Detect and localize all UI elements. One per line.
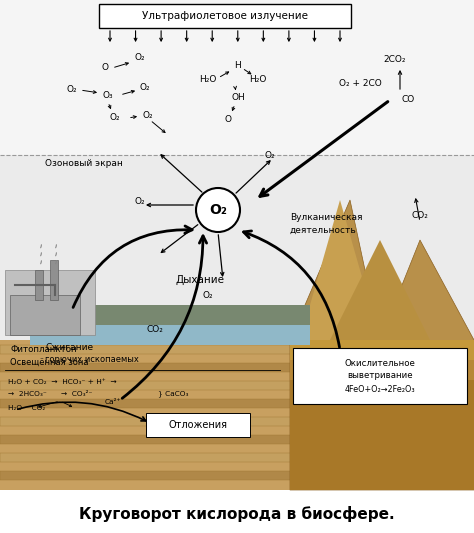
Text: } CaCO₃: } CaCO₃ (158, 391, 189, 398)
Text: O₂: O₂ (135, 53, 146, 62)
Text: H₂O    CO₂: H₂O CO₂ (8, 405, 45, 411)
Text: H₂O + CO₂  →  HCO₃⁻ + H⁺  →: H₂O + CO₂ → HCO₃⁻ + H⁺ → (8, 379, 117, 385)
Text: H: H (235, 61, 241, 69)
Text: O: O (225, 116, 231, 125)
Text: O₂: O₂ (143, 110, 153, 119)
Polygon shape (290, 340, 474, 490)
Circle shape (196, 188, 240, 232)
Text: Отложения: Отложения (168, 420, 228, 430)
Polygon shape (35, 270, 43, 300)
Text: Ультрафиолетовое излучение: Ультрафиолетовое излучение (142, 11, 308, 21)
Text: O₂: O₂ (264, 150, 275, 159)
Polygon shape (290, 380, 474, 490)
Text: Фитопланктон: Фитопланктон (10, 345, 77, 354)
Text: O₃: O₃ (103, 91, 113, 100)
Text: O: O (101, 63, 109, 72)
Text: H₂O: H₂O (249, 76, 267, 85)
Text: 2CO₂: 2CO₂ (384, 55, 406, 64)
Text: O₂: O₂ (109, 114, 120, 123)
Text: OH: OH (231, 93, 245, 102)
Text: Ca²⁺: Ca²⁺ (105, 399, 121, 405)
Text: Освещённая зона: Освещённая зона (10, 358, 89, 367)
Polygon shape (30, 320, 310, 345)
Polygon shape (5, 270, 95, 335)
Text: выветривание: выветривание (347, 372, 413, 381)
Text: Дыхание: Дыхание (175, 275, 225, 285)
Polygon shape (290, 200, 474, 490)
Polygon shape (330, 240, 430, 340)
Text: O₂: O₂ (209, 203, 227, 217)
Text: Круговорот кислорода в биосфере.: Круговорот кислорода в биосфере. (79, 506, 395, 522)
Text: Озоновый экран: Озоновый экран (45, 158, 123, 167)
FancyBboxPatch shape (293, 348, 467, 404)
Text: Сжигание: Сжигание (45, 343, 93, 352)
Text: Окислительное: Окислительное (345, 359, 415, 368)
Text: O₂: O₂ (203, 290, 213, 300)
Text: CO₂: CO₂ (146, 326, 164, 335)
Text: горючих ископаемых: горючих ископаемых (45, 356, 139, 365)
Polygon shape (0, 471, 310, 480)
Polygon shape (0, 490, 474, 533)
Polygon shape (30, 305, 310, 325)
Text: O₂: O₂ (140, 84, 150, 93)
FancyBboxPatch shape (99, 4, 351, 28)
Polygon shape (290, 360, 474, 490)
Polygon shape (0, 435, 310, 444)
Text: O₂ + 2CO: O₂ + 2CO (338, 78, 382, 87)
FancyBboxPatch shape (146, 413, 250, 437)
Text: CO: CO (401, 95, 415, 104)
Polygon shape (50, 260, 58, 300)
Polygon shape (0, 0, 474, 340)
Polygon shape (0, 399, 310, 408)
Polygon shape (0, 363, 310, 372)
Text: H₂O: H₂O (199, 76, 217, 85)
Polygon shape (0, 453, 310, 462)
Text: O₂: O₂ (135, 198, 146, 206)
Polygon shape (0, 381, 310, 390)
Polygon shape (10, 295, 80, 335)
Text: деятельность: деятельность (290, 225, 357, 235)
Text: O₂: O₂ (67, 85, 77, 94)
Polygon shape (0, 340, 474, 490)
Text: Вулканическая: Вулканическая (290, 214, 363, 222)
Text: →  2HCO₃⁻      →  CO₃²⁻: → 2HCO₃⁻ → CO₃²⁻ (8, 391, 92, 397)
Text: 4FeO+O₂→2Fe₂O₃: 4FeO+O₂→2Fe₂O₃ (345, 385, 415, 394)
Text: CO₂: CO₂ (411, 211, 428, 220)
Polygon shape (0, 345, 310, 354)
Polygon shape (300, 200, 380, 340)
Polygon shape (0, 155, 474, 340)
Polygon shape (0, 417, 310, 426)
